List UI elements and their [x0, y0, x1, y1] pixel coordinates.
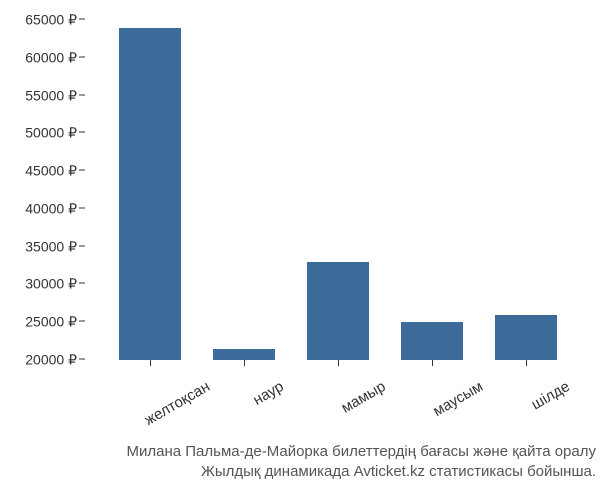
chart-caption: Милана Пальма-де-Майорка билеттердің бағ… — [0, 442, 600, 483]
y-tick-mark — [79, 56, 85, 57]
bar — [213, 349, 275, 360]
y-tick-mark — [79, 359, 85, 360]
y-tick-label: 20000 ₽ — [25, 352, 77, 369]
y-axis: 20000 ₽25000 ₽30000 ₽35000 ₽40000 ₽45000… — [0, 20, 85, 360]
y-tick-label: 65000 ₽ — [25, 12, 77, 29]
x-tick-mark — [526, 360, 527, 366]
bar-slot — [385, 20, 479, 360]
y-tick-mark — [79, 132, 85, 133]
x-label-slot: шілде — [479, 360, 573, 420]
y-tick-label: 25000 ₽ — [25, 314, 77, 331]
x-tick-mark — [338, 360, 339, 366]
bar-slot — [103, 20, 197, 360]
x-label-slot: желтоқсан — [103, 360, 197, 420]
caption-line-1: Милана Пальма-де-Майорка билеттердің бағ… — [0, 442, 596, 462]
x-tick-mark — [150, 360, 151, 366]
bar-slot — [197, 20, 291, 360]
x-label-slot: наур — [197, 360, 291, 420]
x-label-slot: мамыр — [291, 360, 385, 420]
x-tick-mark — [432, 360, 433, 366]
bar — [119, 28, 181, 360]
x-tick-mark — [244, 360, 245, 366]
y-tick-label: 55000 ₽ — [25, 87, 77, 104]
bar-slot — [291, 20, 385, 360]
bars-group — [88, 20, 588, 360]
y-tick-label: 40000 ₽ — [25, 200, 77, 217]
caption-line-2: Жылдық динамикада Avticket.kz статистика… — [0, 462, 596, 482]
y-tick-mark — [79, 283, 85, 284]
bar-slot — [479, 20, 573, 360]
y-tick-label: 45000 ₽ — [25, 163, 77, 180]
x-axis: желтоқсаннаурмамырмаусымшілде — [88, 360, 588, 420]
y-tick-mark — [79, 94, 85, 95]
x-label-slot: маусым — [385, 360, 479, 420]
plot-area — [88, 20, 588, 360]
x-category-label: шілде — [529, 378, 591, 444]
y-tick-mark — [79, 321, 85, 322]
y-tick-label: 35000 ₽ — [25, 238, 77, 255]
y-tick-label: 30000 ₽ — [25, 276, 77, 293]
y-tick-label: 50000 ₽ — [25, 125, 77, 142]
y-tick-mark — [79, 245, 85, 246]
bar — [307, 262, 369, 360]
bar — [401, 322, 463, 360]
y-tick-mark — [79, 170, 85, 171]
bar — [495, 315, 557, 360]
bar-chart: 20000 ₽ 25000 ₽ 30000 ₽ 35000 ₽ 40000 ₽ 45000… — [0, 10, 600, 410]
y-tick-label: 60000 ₽ — [25, 49, 77, 66]
y-tick-mark — [79, 19, 85, 20]
y-tick-mark — [79, 207, 85, 208]
